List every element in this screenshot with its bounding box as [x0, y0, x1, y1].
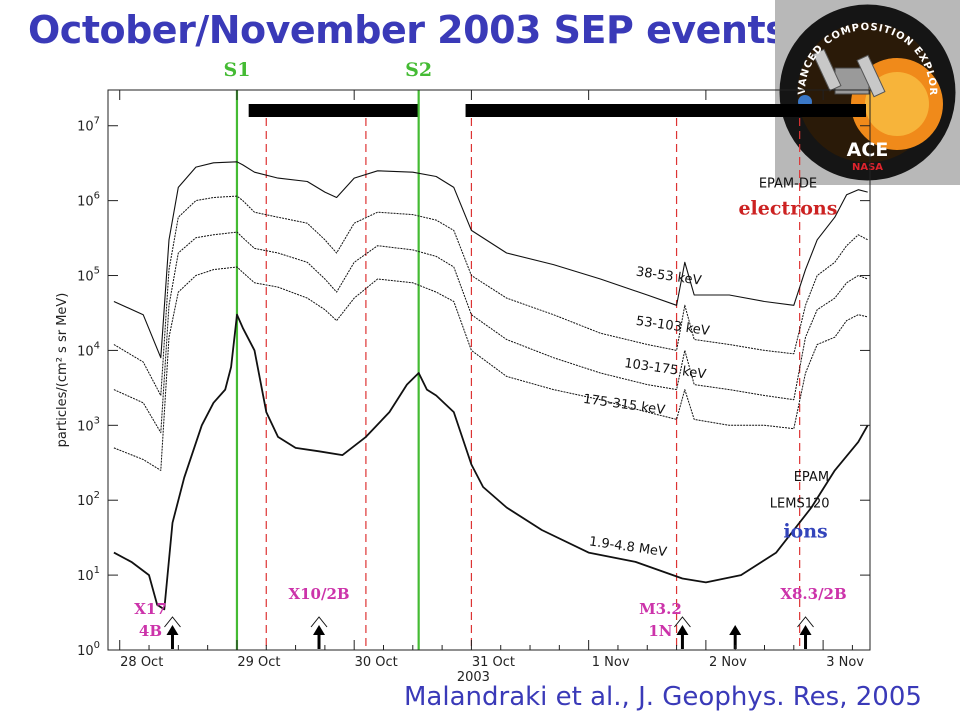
- annotation-label: EPAM-DE: [759, 176, 817, 191]
- curve-label: 1.9-4.8 MeV: [588, 534, 668, 560]
- y-axis-label: particles/(cm² s sr MeV): [55, 293, 70, 448]
- y-tick-label: 104: [77, 340, 100, 359]
- y-tick-label: 101: [77, 565, 100, 584]
- y-tick-label: 100: [77, 640, 100, 659]
- annotation-label: EPAM: [794, 470, 829, 485]
- flare-label: M3.2: [639, 600, 682, 618]
- y-tick-label: 102: [77, 490, 100, 509]
- curve-label: 103-175 keV: [623, 356, 707, 382]
- y-tick-label: 106: [77, 191, 100, 210]
- annotation-label: ions: [783, 520, 827, 542]
- flare-label: 1N: [648, 622, 672, 640]
- flare-arrow: [166, 625, 179, 635]
- flare-chevron: [164, 616, 181, 628]
- x-tick-label: 3 Nov: [826, 655, 864, 670]
- series-line: [113, 231, 868, 434]
- logo-name: ACE: [847, 139, 889, 161]
- x-tick-label: 31 Oct: [472, 655, 515, 670]
- flare-label: X10/2B: [288, 585, 349, 603]
- flare-label: X17: [134, 600, 167, 618]
- flare-label: X8.3/2B: [780, 585, 846, 603]
- x-tick-label: 29 Oct: [237, 655, 280, 670]
- x-tick-label: 28 Oct: [120, 655, 163, 670]
- series-line: [113, 195, 868, 396]
- slide-title: October/November 2003 SEP events: [28, 8, 788, 52]
- x-tick-label: 1 Nov: [592, 655, 630, 670]
- curve-label: 38-53 keV: [635, 265, 702, 289]
- curve-label: 175-315 keV: [582, 392, 666, 418]
- shock-label: S2: [405, 59, 432, 81]
- annotation-label: LEMS120: [770, 496, 830, 511]
- annotation-label: electrons: [738, 198, 837, 220]
- flare-arrow: [729, 625, 742, 635]
- flare-arrow: [799, 625, 812, 635]
- x-axis-label: 2003: [457, 670, 490, 685]
- x-tick-label: 30 Oct: [355, 655, 398, 670]
- y-tick-label: 107: [77, 116, 100, 135]
- series-line: [113, 161, 868, 359]
- duration-bar: [465, 104, 866, 117]
- duration-bar: [248, 104, 419, 117]
- flare-arrow: [676, 625, 689, 635]
- y-tick-label: 105: [77, 266, 100, 285]
- flare-arrow: [313, 625, 326, 635]
- y-tick-label: 103: [77, 415, 100, 434]
- citation: Malandraki et al., J. Geophys. Res, 2005: [404, 682, 922, 712]
- logo-agency: NASA: [852, 162, 883, 173]
- flare-label: 4B: [139, 622, 162, 640]
- shock-label: S1: [223, 59, 250, 81]
- series-line: [113, 266, 868, 471]
- curve-label: 53-103 keV: [635, 314, 711, 339]
- ace-logo: ADVANCED COMPOSITION EXPLORER ACE NASA: [775, 0, 960, 185]
- plot-frame: [107, 89, 871, 651]
- spacecraft-icon: [812, 48, 886, 98]
- flare-chevron: [674, 616, 691, 628]
- flare-chevron: [797, 616, 814, 628]
- x-tick-label: 2 Nov: [709, 655, 747, 670]
- series-line: [113, 313, 869, 611]
- flare-chevron: [310, 616, 328, 628]
